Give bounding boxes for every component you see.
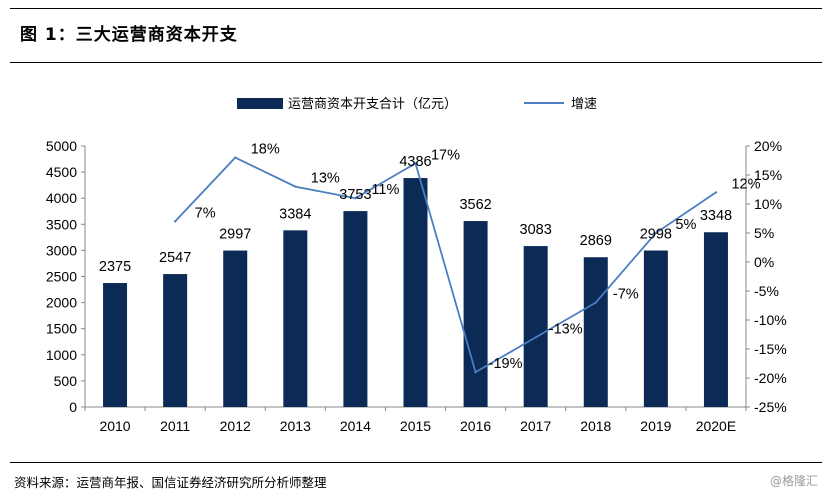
bar [403, 178, 428, 407]
x-tick-label: 2012 [220, 418, 251, 434]
bar-value-label: 2375 [99, 259, 131, 275]
bar-value-label: 2547 [159, 250, 191, 266]
bar [223, 250, 248, 407]
growth-value-label: 12% [731, 176, 760, 192]
left-tick-label: 500 [54, 373, 78, 389]
growth-value-label: -19% [489, 356, 523, 372]
growth-point [354, 197, 357, 200]
growth-value-label: 5% [675, 217, 696, 233]
bar [523, 246, 548, 407]
right-tick-label: 20% [754, 138, 782, 154]
legend-bar-swatch [237, 98, 283, 109]
bar [343, 211, 368, 407]
right-tick-label: 10% [754, 196, 782, 212]
left-tick-label: 4500 [46, 164, 77, 180]
axes: 0 500 1000 1500 2000 2500 3000 3500 4000 4500 5000… [46, 138, 787, 434]
growth-value-label: 18% [251, 142, 280, 158]
growth-line [173, 156, 718, 374]
right-tick-label: 15% [754, 167, 782, 183]
growth-point [414, 162, 417, 165]
bar-value-label: 2997 [219, 227, 251, 243]
bar [643, 250, 668, 407]
legend-line-label: 增速 [571, 96, 597, 111]
left-tick-label: 1000 [46, 347, 77, 363]
left-tick-label: 2500 [46, 269, 77, 285]
bars [103, 178, 728, 407]
growth-point [474, 371, 477, 374]
x-tick-label: 2011 [160, 418, 190, 434]
x-tick-label: 2013 [280, 418, 311, 434]
x-tick-label: 2016 [460, 418, 491, 434]
x-tick-label: 2019 [640, 418, 671, 434]
x-tick-label: 2017 [520, 418, 551, 434]
x-tick-label: 2015 [400, 418, 431, 434]
bar [103, 283, 128, 407]
growth-point [534, 336, 537, 339]
left-tick-label: 1500 [46, 321, 77, 337]
bar [283, 230, 308, 407]
bar-value-label: 3083 [520, 222, 552, 238]
growth-point [294, 185, 297, 188]
source-note: 资料来源：运营商年报、国信证券经济研究所分析师整理 [14, 475, 327, 490]
left-tick-label: 2000 [46, 295, 77, 311]
growth-point [234, 156, 237, 159]
bar [583, 257, 608, 407]
growth-value-label: 17% [431, 147, 460, 163]
left-tick-label: 5000 [46, 138, 77, 154]
data-labels: 2375 2547 2997 3384 3753 4386 3562 3083 2869 2998… [99, 142, 761, 373]
growth-point [173, 220, 177, 223]
growth-value-label: -7% [613, 287, 639, 303]
bar-value-label: 3753 [339, 187, 371, 203]
title-rule [10, 62, 822, 63]
growth-point [594, 301, 597, 304]
right-tick-label: -20% [754, 370, 787, 386]
bar [163, 274, 188, 407]
x-tick-label: 2014 [340, 418, 371, 434]
bar-value-label: 3562 [459, 197, 491, 213]
bar-value-label: 3348 [700, 208, 732, 224]
watermark: @格隆汇 [769, 474, 818, 488]
growth-point [714, 191, 718, 194]
growth-value-label: 13% [311, 171, 340, 187]
figure-title: 图 1：三大运营商资本开支 [20, 25, 238, 45]
x-tick-label: 2020E [696, 418, 736, 434]
right-tick-label: 0% [754, 254, 774, 270]
left-tick-label: 0 [69, 399, 77, 415]
right-tick-label: -5% [754, 283, 779, 299]
left-tick-label: 3000 [46, 242, 77, 258]
growth-value-label: 7% [195, 205, 216, 221]
bar-value-label: 4386 [399, 154, 431, 170]
growth-line-path [174, 156, 717, 374]
growth-value-label: 11% [371, 182, 399, 198]
bar [703, 232, 728, 407]
legend-bar-label: 运营商资本开支合计（亿元） [288, 96, 457, 111]
right-tick-label: -15% [754, 341, 787, 357]
figure-title-bar: 图 1：三大运营商资本开支 [10, 14, 822, 56]
right-tick-label: 5% [754, 225, 774, 241]
legend: 运营商资本开支合计（亿元） 增速 [237, 96, 597, 111]
bar [463, 221, 488, 407]
bottom-rule [10, 462, 822, 463]
bar-value-label: 2869 [580, 233, 612, 249]
x-tick-label: 2010 [99, 418, 130, 434]
x-tick-label: 2018 [580, 418, 611, 434]
top-rule [10, 8, 822, 9]
right-tick-label: -10% [754, 312, 787, 328]
growth-point [654, 231, 658, 235]
left-tick-label: 3500 [46, 216, 77, 232]
right-tick-label: -25% [754, 399, 787, 415]
bar-value-label: 3384 [279, 206, 311, 222]
left-tick-label: 4000 [46, 190, 77, 206]
bar-value-label: 2998 [640, 227, 672, 243]
growth-value-label: -13% [549, 321, 583, 337]
